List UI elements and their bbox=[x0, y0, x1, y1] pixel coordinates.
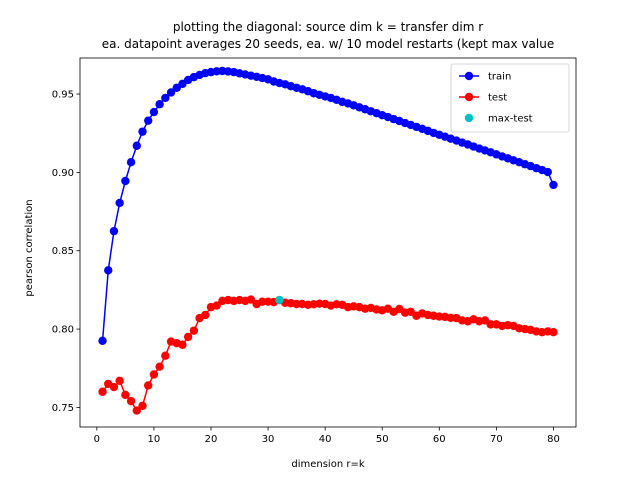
data-point-test bbox=[189, 326, 199, 335]
x-tick-label: 50 bbox=[376, 434, 389, 445]
data-point-train bbox=[132, 141, 141, 150]
data-point-train bbox=[126, 158, 136, 167]
legend-box bbox=[450, 63, 570, 133]
data-point-test bbox=[149, 370, 159, 379]
data-point-train bbox=[115, 198, 124, 208]
y-axis-label: pearson correlation bbox=[24, 199, 35, 296]
chart-title-line-2: ea. datapoint averages 20 seeds, ea. w/ … bbox=[102, 37, 554, 51]
data-point-test bbox=[109, 382, 119, 392]
x-tick-label: 30 bbox=[262, 434, 275, 445]
data-point-test bbox=[549, 328, 558, 337]
data-point-test bbox=[98, 387, 107, 396]
data-point-train bbox=[138, 127, 147, 136]
data-point-train bbox=[121, 176, 130, 186]
data-point-test bbox=[212, 301, 221, 310]
y-tick-label: 0.90 bbox=[52, 168, 74, 179]
data-point-test bbox=[121, 390, 130, 400]
chart-title-line-1: plotting the diagonal: source dim k = tr… bbox=[173, 20, 483, 34]
data-point-test bbox=[138, 401, 147, 411]
data-point-train bbox=[104, 266, 113, 275]
data-point-test bbox=[178, 340, 187, 349]
data-point-train bbox=[166, 88, 176, 97]
data-point-train bbox=[109, 226, 119, 236]
data-point-test bbox=[115, 376, 124, 385]
x-tick-label: 60 bbox=[433, 434, 446, 445]
x-tick-label: 20 bbox=[205, 434, 218, 445]
data-point-train bbox=[149, 107, 159, 117]
data-point-test bbox=[161, 351, 170, 360]
data-point-train bbox=[98, 336, 107, 346]
x-tick-label: 70 bbox=[490, 434, 503, 445]
legend-label-max-test: max-test bbox=[488, 114, 533, 125]
x-tick-label: 40 bbox=[319, 434, 332, 445]
x-tick-label: 80 bbox=[547, 434, 560, 445]
plot-area bbox=[98, 66, 558, 415]
data-point-test bbox=[126, 396, 136, 406]
x-tick-label: 10 bbox=[148, 434, 161, 445]
axes: 0 10 20 30 40 50 60 70 80 0.75 0.80 0.85 0.90 0.95 bbox=[52, 57, 577, 445]
data-point-train bbox=[155, 100, 164, 109]
data-point-test bbox=[132, 406, 141, 415]
axes-frame bbox=[79, 57, 577, 428]
x-axis-label: dimension r=k bbox=[291, 459, 364, 470]
legend-label-test: test bbox=[488, 93, 507, 104]
data-point-test bbox=[155, 362, 164, 371]
data-point-train bbox=[549, 180, 558, 190]
y-tick-label: 0.75 bbox=[52, 403, 74, 414]
data-point-train bbox=[144, 116, 153, 125]
legend: train test max-test bbox=[450, 63, 570, 133]
data-point-test bbox=[246, 295, 256, 304]
data-point-test bbox=[183, 332, 193, 342]
data-point-train bbox=[543, 167, 552, 177]
legend-marker-train bbox=[464, 71, 474, 81]
data-point-max-test bbox=[275, 295, 284, 305]
data-point-train bbox=[161, 93, 170, 103]
legend-marker-max-test bbox=[464, 113, 474, 123]
x-tick-label: 0 bbox=[94, 434, 100, 445]
legend-label-train: train bbox=[488, 72, 511, 83]
y-tick-label: 0.80 bbox=[52, 325, 74, 336]
y-tick-label: 0.95 bbox=[52, 90, 74, 101]
data-point-test bbox=[144, 381, 153, 390]
y-tick-label: 0.85 bbox=[52, 246, 74, 257]
legend-marker-test bbox=[464, 92, 474, 102]
data-point-test bbox=[201, 310, 210, 320]
